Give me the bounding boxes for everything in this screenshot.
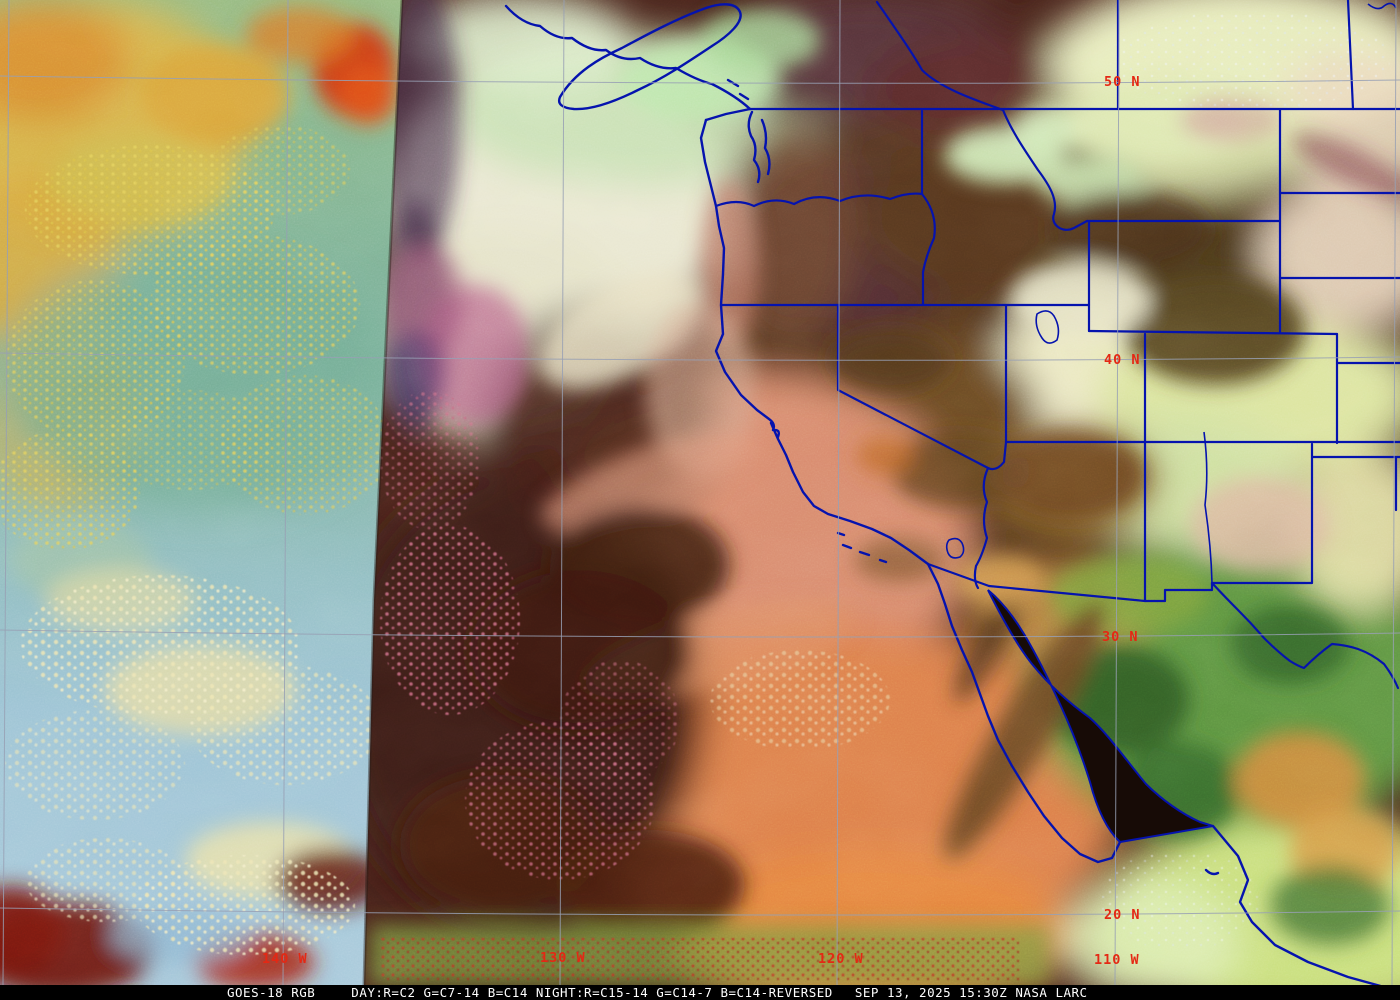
lat-label-40n: 40 N bbox=[1104, 352, 1141, 368]
longitude-line-120w bbox=[836, 0, 841, 985]
latitude-line-50n bbox=[0, 75, 1400, 84]
graticule-labels: 50 N 40 N 30 N 20 N 140 W 130 W 120 W 11… bbox=[262, 74, 1141, 968]
lon-label-110w: 110 W bbox=[1094, 952, 1140, 968]
longitude-line-140w bbox=[282, 0, 289, 985]
rgb-recipe-label: DAY:R=C2 G=C7-14 B=C14 NIGHT:R=C15-14 G=… bbox=[351, 985, 833, 1000]
rio-grande-upper bbox=[1203, 431, 1213, 584]
timestamp-label: SEP 13, 2025 15:30Z NASA LARC bbox=[854, 985, 1088, 1000]
lat-label-30n: 30 N bbox=[1102, 629, 1139, 645]
lat-label-20n: 20 N bbox=[1104, 907, 1141, 923]
map-overlay bbox=[504, 0, 1400, 985]
rio-grande bbox=[1210, 581, 1400, 690]
status-bar: GOES-18 RGB DAY:R=C2 G=C7-14 B=C14 NIGHT:… bbox=[0, 985, 1400, 1000]
lat-label-50n: 50 N bbox=[1104, 74, 1141, 90]
lon-label-140w: 140 W bbox=[262, 951, 308, 967]
product-label: GOES-18 RGB bbox=[227, 985, 316, 1000]
lon-label-120w: 120 W bbox=[818, 951, 864, 967]
vancouver-island bbox=[558, 3, 742, 111]
mexico-mainland-coastline bbox=[1204, 824, 1382, 985]
longitude-line-100w bbox=[1391, 0, 1397, 985]
gulf-of-california bbox=[987, 589, 1214, 844]
latitude-line-40n bbox=[0, 352, 1400, 361]
state-borders bbox=[714, 0, 1400, 690]
latitude-line-30n bbox=[0, 629, 1400, 638]
lon-label-130w: 130 W bbox=[540, 950, 586, 966]
longitude-line-150w bbox=[2, 0, 10, 985]
latitude-line-20n bbox=[0, 907, 1400, 916]
longitude-line-110w bbox=[1114, 0, 1120, 985]
longitude-line-130w bbox=[559, 0, 565, 985]
puget-sound bbox=[704, 78, 771, 184]
channel-islands bbox=[836, 531, 888, 564]
us-mexico-border bbox=[926, 562, 1214, 603]
baja-california-coastline bbox=[926, 562, 1122, 864]
great-salt-lake bbox=[1035, 310, 1060, 344]
salton-sea bbox=[945, 537, 965, 559]
pacific-coastline bbox=[699, 118, 930, 566]
